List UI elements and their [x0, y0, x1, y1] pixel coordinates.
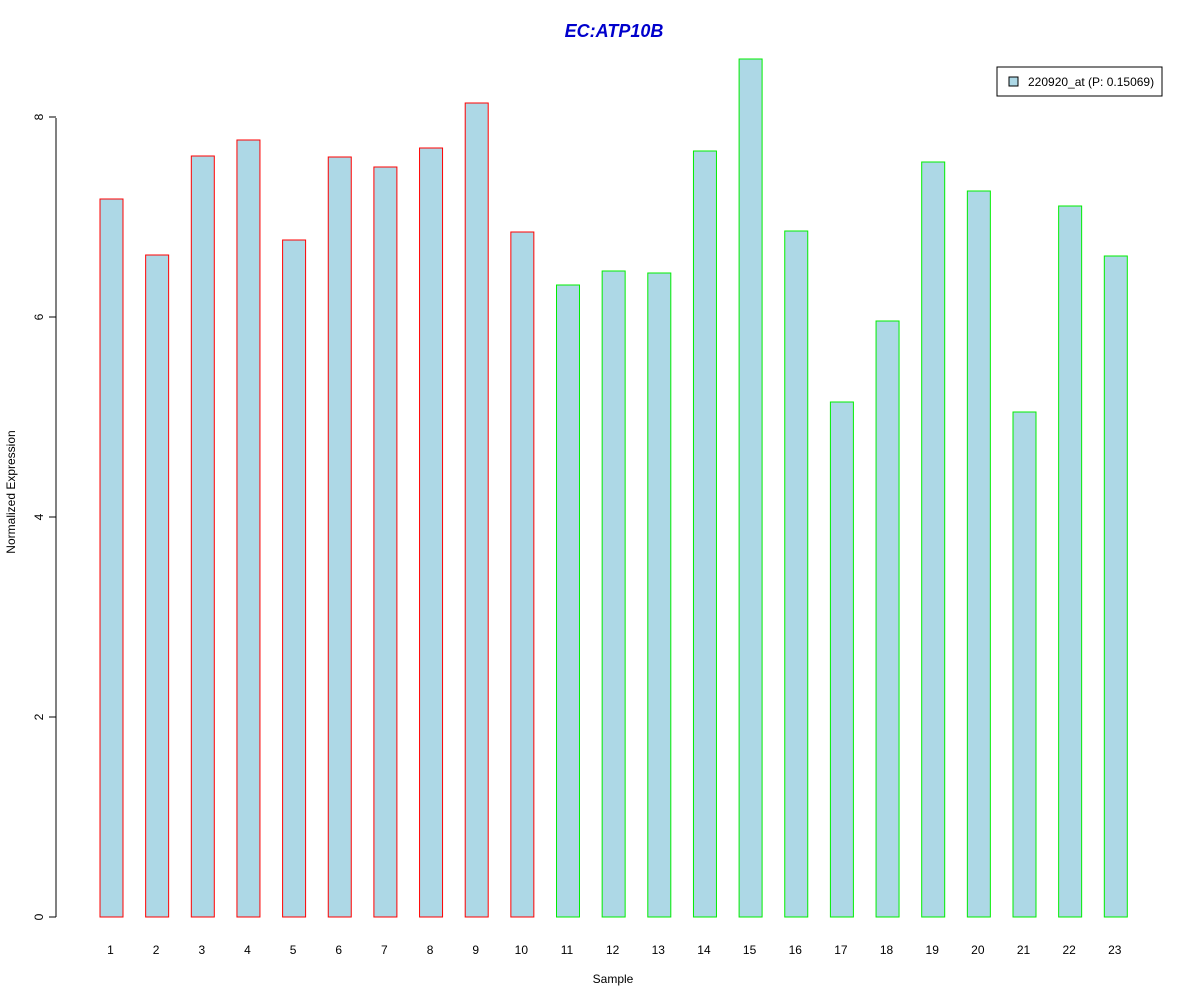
bar-sample-8: [419, 147, 444, 918]
legend-label: 220920_at (P: 0.15069): [1028, 75, 1154, 89]
x-tick-label: 4: [244, 943, 251, 957]
bar-sample-23: [1103, 255, 1128, 918]
bar-sample-14: [692, 150, 717, 918]
x-tick-label: 5: [290, 943, 297, 957]
y-tick-label: 8: [32, 113, 46, 120]
x-tick-label: 10: [515, 943, 529, 957]
chart-title: EC:ATP10B: [565, 21, 664, 41]
y-tick-label: 4: [32, 513, 46, 520]
bar-sample-17: [829, 401, 854, 918]
x-tick-label: 7: [381, 943, 388, 957]
x-tick-label: 21: [1017, 943, 1031, 957]
y-tick-label: 0: [32, 913, 46, 920]
bars: [99, 58, 1128, 918]
bar-sample-20: [966, 190, 991, 918]
bar-sample-12: [601, 270, 626, 918]
legend-box: [996, 66, 1163, 97]
x-tick-label: 9: [472, 943, 479, 957]
bar-sample-5: [282, 239, 307, 918]
x-tick-label: 18: [880, 943, 894, 957]
bar-sample-21: [1012, 411, 1037, 918]
x-tick-label: 2: [153, 943, 160, 957]
x-tick-label: 16: [789, 943, 803, 957]
x-tick-label: 20: [971, 943, 985, 957]
bar-sample-10: [510, 231, 535, 918]
bar-sample-18: [875, 320, 900, 918]
bar-sample-4: [236, 139, 261, 918]
y-axis: 0 2 4 6 8: [32, 113, 57, 920]
x-tick-label: 19: [926, 943, 940, 957]
bar-sample-6: [327, 156, 352, 918]
y-axis-label: Normalized Expression: [4, 430, 18, 553]
bar-sample-1: [99, 198, 124, 918]
x-tick-label: 15: [743, 943, 757, 957]
bar-sample-3: [190, 155, 215, 918]
bar-sample-13: [647, 272, 672, 918]
bar-sample-19: [921, 161, 946, 918]
y-tick-label: 2: [32, 713, 46, 720]
x-tick-labels: 1 2 3 4 5 6 7 8 9 10 11 12 13 14 15 16 17 18 19 20 21 22 23: [107, 943, 1122, 957]
x-tick-label: 17: [834, 943, 848, 957]
bar-sample-11: [556, 284, 580, 918]
x-tick-label: 12: [606, 943, 620, 957]
bar-sample-2: [145, 254, 170, 918]
x-tick-label: 11: [561, 943, 574, 957]
bar-sample-9: [464, 102, 489, 918]
x-tick-label: 14: [697, 943, 711, 957]
y-tick-label: 6: [32, 313, 46, 320]
bar-sample-7: [373, 166, 398, 918]
x-axis-label: Sample: [593, 972, 634, 986]
legend-swatch: [1008, 76, 1019, 87]
x-tick-label: 13: [652, 943, 666, 957]
x-tick-label: 8: [427, 943, 434, 957]
x-tick-label: 6: [335, 943, 342, 957]
x-tick-label: 1: [107, 943, 114, 957]
bar-sample-15: [738, 58, 763, 918]
bar-sample-16: [784, 230, 809, 918]
x-tick-label: 3: [198, 943, 205, 957]
legend: 220920_at (P: 0.15069): [996, 66, 1163, 97]
x-tick-label: 22: [1062, 943, 1076, 957]
bar-sample-22: [1058, 205, 1083, 918]
x-tick-label: 23: [1108, 943, 1122, 957]
